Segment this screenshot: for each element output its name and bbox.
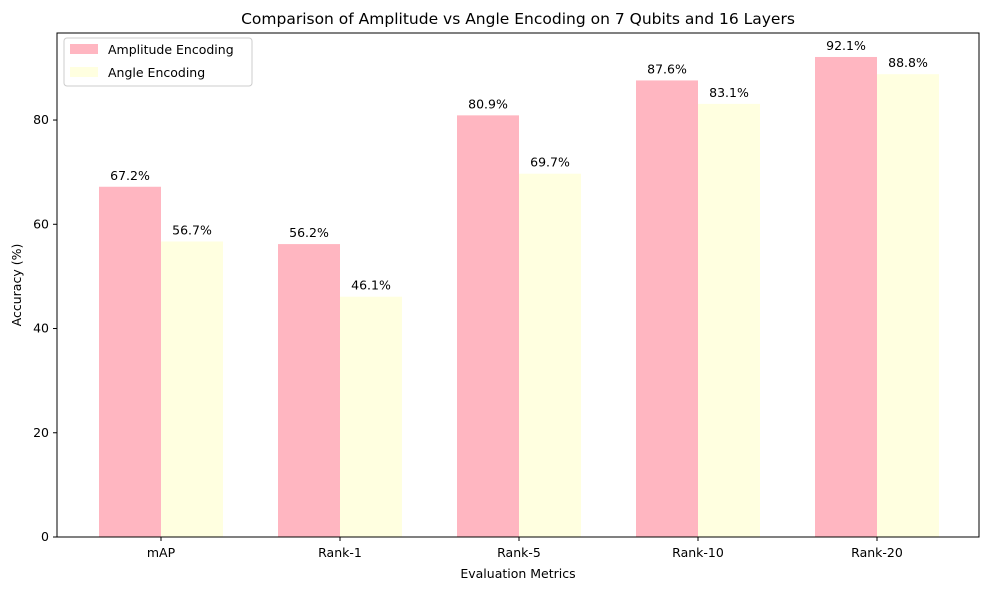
data-label: 88.8%	[888, 55, 928, 70]
data-label: 46.1%	[351, 278, 391, 293]
bar-amplitude-rank-5	[457, 115, 519, 537]
bar-amplitude-map	[99, 186, 161, 537]
data-label: 83.1%	[709, 85, 749, 100]
bar-angle-map	[161, 241, 223, 537]
data-label: 92.1%	[826, 38, 866, 53]
bar-amplitude-rank-10	[636, 80, 698, 537]
x-tick-label: Rank-20	[851, 545, 903, 560]
legend: Amplitude Encoding Angle Encoding	[63, 37, 253, 87]
bar-amplitude-rank-1	[278, 244, 340, 538]
y-tick-label: 80	[33, 112, 49, 127]
data-labels-layer: 67.2% 56.2% 80.9% 87.6% 92.1% 56.7% 46.1% 69.7%…	[110, 38, 928, 293]
legend-box	[63, 37, 253, 87]
y-axis: 0 20 40 60 80	[33, 112, 57, 544]
bar-angle-rank-1	[340, 296, 402, 537]
bars-layer	[99, 56, 939, 538]
bar-angle-rank-10	[698, 103, 760, 537]
legend-label-amplitude: Amplitude Encoding	[108, 42, 234, 57]
data-label: 69.7%	[530, 155, 570, 170]
y-tick-label: 40	[33, 321, 49, 336]
plot-frame	[56, 32, 980, 538]
legend-swatch-amplitude	[70, 44, 98, 54]
data-label: 80.9%	[468, 96, 508, 111]
data-label: 56.2%	[289, 225, 329, 240]
y-tick-label: 20	[33, 425, 49, 440]
x-tick-label: Rank-10	[672, 545, 724, 560]
y-axis-label: Accuracy (%)	[9, 244, 24, 327]
chart-title: Comparison of Amplitude vs Angle Encodin…	[241, 10, 795, 28]
x-tick-label: Rank-1	[318, 545, 362, 560]
bar-angle-rank-5	[519, 173, 581, 538]
bar-amplitude-rank-20	[815, 56, 877, 537]
data-label: 67.2%	[110, 168, 150, 183]
bar-angle-rank-20	[877, 74, 939, 537]
x-tick-label: mAP	[147, 545, 176, 560]
data-label: 87.6%	[647, 61, 687, 76]
y-tick-label: 0	[41, 529, 49, 544]
y-tick-label: 60	[33, 216, 49, 231]
data-label: 56.7%	[172, 222, 212, 237]
x-axis-label: Evaluation Metrics	[460, 566, 575, 581]
legend-label-angle: Angle Encoding	[108, 65, 205, 80]
legend-swatch-angle	[70, 67, 98, 77]
x-tick-label: Rank-5	[497, 545, 541, 560]
x-axis: mAP Rank-1 Rank-5 Rank-10 Rank-20	[147, 537, 903, 560]
